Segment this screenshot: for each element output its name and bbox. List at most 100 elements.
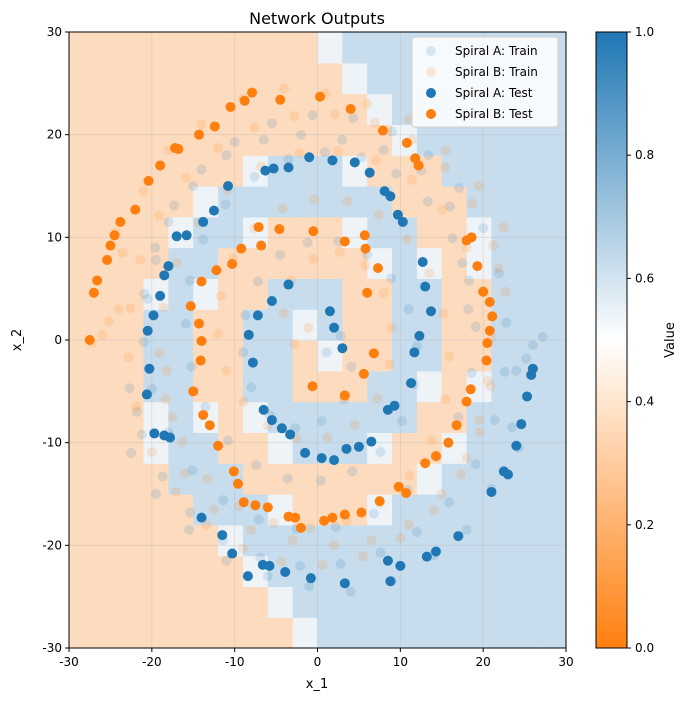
region-cell <box>143 216 169 249</box>
colorbar-tick-label: 1.0 <box>635 25 654 39</box>
region-cell <box>392 432 418 464</box>
region-cell <box>93 186 120 218</box>
region-cell <box>168 617 194 648</box>
region-cell <box>491 494 517 526</box>
data-point <box>453 412 464 422</box>
region-cell <box>367 309 393 341</box>
data-point <box>158 302 169 313</box>
colorbar-label: Value <box>663 322 678 358</box>
region-cell <box>193 340 219 372</box>
region-cell <box>367 370 393 403</box>
data-point <box>339 236 350 247</box>
data-point <box>375 547 386 558</box>
data-point <box>285 429 296 440</box>
data-point <box>358 368 369 379</box>
data-point <box>131 406 142 417</box>
data-point <box>307 110 318 121</box>
data-point <box>221 365 232 376</box>
data-point <box>307 381 318 392</box>
region-cell <box>193 93 219 125</box>
region-cell <box>193 524 219 557</box>
region-cell <box>118 32 145 64</box>
data-point <box>149 428 160 439</box>
region-cell <box>441 155 468 187</box>
data-point <box>237 347 248 358</box>
data-point <box>334 246 345 257</box>
region-cell <box>242 247 269 279</box>
region-cell <box>342 309 368 341</box>
data-point <box>329 322 340 333</box>
data-point <box>401 137 412 148</box>
data-point <box>262 502 273 513</box>
region-cell <box>367 32 393 64</box>
data-point <box>84 335 95 345</box>
region-cell <box>118 524 145 557</box>
data-point <box>135 254 146 265</box>
region-cell <box>541 155 566 187</box>
data-point <box>196 276 207 287</box>
data-point <box>348 113 359 124</box>
data-point <box>366 436 377 447</box>
region-cell <box>292 124 319 156</box>
region-cell <box>392 555 418 587</box>
data-point <box>511 365 522 376</box>
data-point <box>392 209 403 220</box>
y-tick-label: -30 <box>42 641 62 655</box>
region-cell <box>342 617 368 648</box>
region-cell <box>118 463 145 495</box>
data-point <box>308 253 319 264</box>
region-cell <box>292 555 319 587</box>
data-point <box>268 517 279 528</box>
data-point <box>268 163 279 174</box>
region-cell <box>392 309 418 341</box>
region-cell <box>118 617 145 648</box>
data-point <box>240 310 251 321</box>
legend-marker <box>426 67 436 77</box>
data-point <box>170 143 181 154</box>
region-cell <box>466 617 493 648</box>
data-point <box>397 216 408 227</box>
region-cell <box>143 32 169 64</box>
region-cell <box>143 524 169 557</box>
region-cell <box>242 586 269 618</box>
data-point <box>223 181 234 191</box>
region-cell <box>466 401 493 433</box>
data-point <box>316 453 327 464</box>
data-point <box>346 361 357 372</box>
data-point <box>275 249 286 260</box>
x-tick-label: 10 <box>393 655 408 669</box>
region-cell <box>416 494 443 526</box>
data-point <box>251 460 262 471</box>
region-cell <box>367 463 393 495</box>
region-cell <box>342 32 368 64</box>
data-point <box>395 560 406 571</box>
data-point <box>420 458 431 469</box>
colorbar-tick-label: 0.2 <box>635 518 654 532</box>
region-cell <box>342 340 368 372</box>
data-point <box>266 295 277 306</box>
data-point <box>488 240 499 251</box>
data-point <box>493 263 504 274</box>
data-point <box>478 223 489 234</box>
region-cell <box>93 524 120 557</box>
data-point <box>278 308 289 319</box>
region-cell <box>541 586 566 618</box>
region-cell <box>242 278 269 310</box>
data-point <box>349 157 360 168</box>
region-cell <box>392 494 418 526</box>
region-cell <box>416 340 443 372</box>
region-cell <box>416 401 443 433</box>
region-cell <box>93 155 120 187</box>
data-point <box>366 535 377 546</box>
region-cell <box>541 617 566 648</box>
region-cell <box>392 524 418 557</box>
data-point <box>424 268 435 279</box>
data-point <box>246 524 257 535</box>
region-cell <box>541 186 566 218</box>
data-point <box>461 524 472 535</box>
y-tick-label: 20 <box>47 128 62 142</box>
data-point <box>246 382 257 393</box>
region-cell <box>541 494 566 526</box>
data-point <box>319 515 330 526</box>
data-point <box>379 186 390 197</box>
